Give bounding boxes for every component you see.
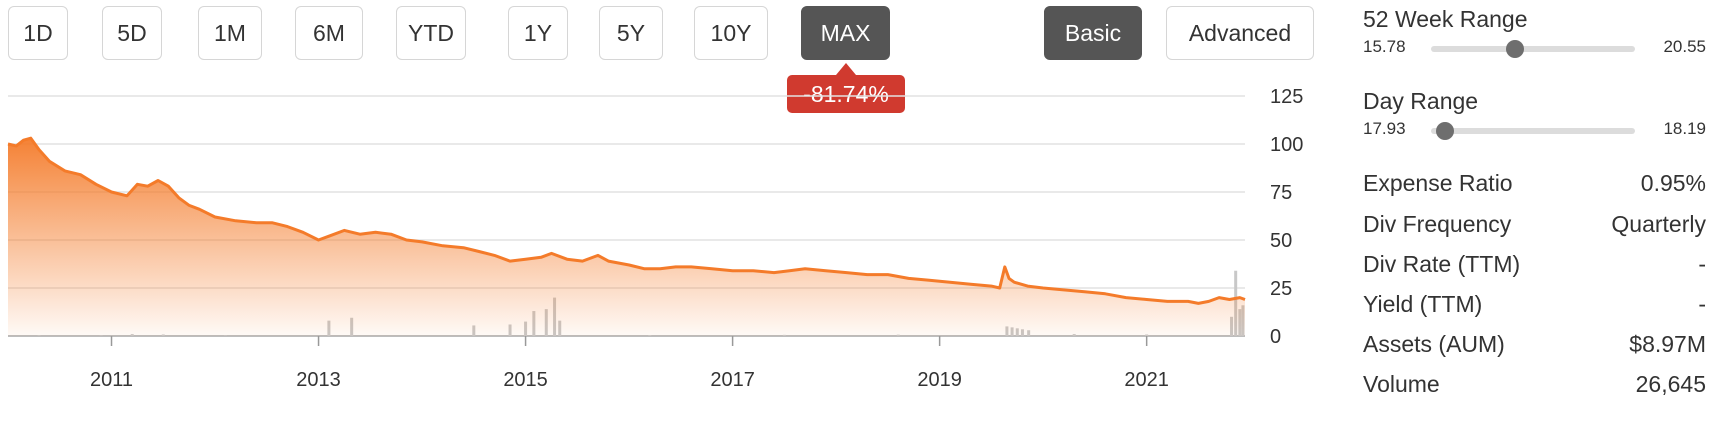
price-chart[interactable]: 0 25 50 75 100 125 2011 2013 2015 2017 2019 2021 (0, 80, 1340, 438)
week52-slider-knob (1505, 40, 1524, 58)
y-tick-label: 0 (1270, 326, 1281, 348)
x-tick-label: 2021 (1124, 369, 1169, 391)
stat-value: - (1698, 291, 1706, 317)
period-button-10y[interactable]: 10Y (694, 6, 768, 60)
week52-high: 20.55 (1663, 37, 1706, 56)
stat-key: Assets (AUM) (1363, 331, 1505, 357)
change-badge-pointer (836, 63, 856, 75)
stat-value: 26,645 (1635, 371, 1706, 397)
y-tick-label: 125 (1270, 86, 1303, 108)
stat-key: Volume (1363, 371, 1440, 397)
x-tick-label: 2015 (503, 369, 548, 391)
stat-row-assets: Assets (AUM) $8.97M (1363, 331, 1706, 361)
price-area-fill (8, 138, 1245, 336)
period-button-max[interactable]: MAX (801, 6, 890, 60)
stat-row-div-rate: Div Rate (TTM) - (1363, 251, 1706, 281)
stat-row-expense-ratio: Expense Ratio 0.95% (1363, 170, 1706, 200)
day-range: 17.93 18.19 (1363, 119, 1706, 143)
y-tick-label: 50 (1270, 230, 1292, 252)
x-tick-label: 2011 (90, 369, 133, 391)
x-tick-label: 2017 (710, 369, 755, 391)
day-high: 18.19 (1663, 119, 1706, 138)
week52-low: 15.78 (1363, 37, 1406, 56)
stat-value: - (1698, 251, 1706, 277)
stat-value: 0.95% (1640, 170, 1706, 196)
stat-key: Div Rate (TTM) (1363, 251, 1521, 277)
period-button-5y[interactable]: 5Y (599, 6, 663, 60)
period-button-1d[interactable]: 1D (8, 6, 68, 60)
y-tick-label: 100 (1270, 134, 1303, 156)
period-button-5d[interactable]: 5D (102, 6, 162, 60)
week52-range: 15.78 20.55 (1363, 37, 1706, 61)
day-slider-knob (1436, 122, 1455, 140)
day-slider-track (1431, 122, 1635, 140)
y-axis-ticks: 0 25 50 75 100 125 (1270, 86, 1303, 348)
change-badge: -81.74% (787, 75, 905, 113)
stat-row-volume: Volume 26,645 (1363, 371, 1706, 401)
period-button-1m[interactable]: 1M (198, 6, 262, 60)
period-button-1y[interactable]: 1Y (508, 6, 568, 60)
week52-slider-track (1431, 40, 1635, 58)
stat-row-div-frequency: Div Frequency Quarterly (1363, 211, 1706, 241)
stat-key: Expense Ratio (1363, 170, 1513, 196)
x-axis-ticks: 2011 2013 2015 2017 2019 2021 (90, 336, 1169, 391)
stat-value: $8.97M (1629, 331, 1706, 357)
week52-range-label: 52 Week Range (1363, 6, 1528, 32)
stat-key: Div Frequency (1363, 211, 1512, 237)
mode-button-advanced[interactable]: Advanced (1166, 6, 1314, 60)
stat-key: Yield (TTM) (1363, 291, 1483, 317)
period-button-ytd[interactable]: YTD (396, 6, 466, 60)
stat-value: Quarterly (1611, 211, 1706, 237)
day-low: 17.93 (1363, 119, 1406, 138)
y-tick-label: 75 (1270, 182, 1292, 204)
x-tick-label: 2019 (917, 369, 962, 391)
day-range-label: Day Range (1363, 88, 1479, 114)
price-line (7, 136, 1246, 305)
y-tick-label: 25 (1270, 278, 1292, 300)
stat-row-yield: Yield (TTM) - (1363, 291, 1706, 321)
period-button-6m[interactable]: 6M (295, 6, 363, 60)
mode-button-basic[interactable]: Basic (1044, 6, 1142, 60)
x-tick-label: 2013 (296, 369, 341, 391)
